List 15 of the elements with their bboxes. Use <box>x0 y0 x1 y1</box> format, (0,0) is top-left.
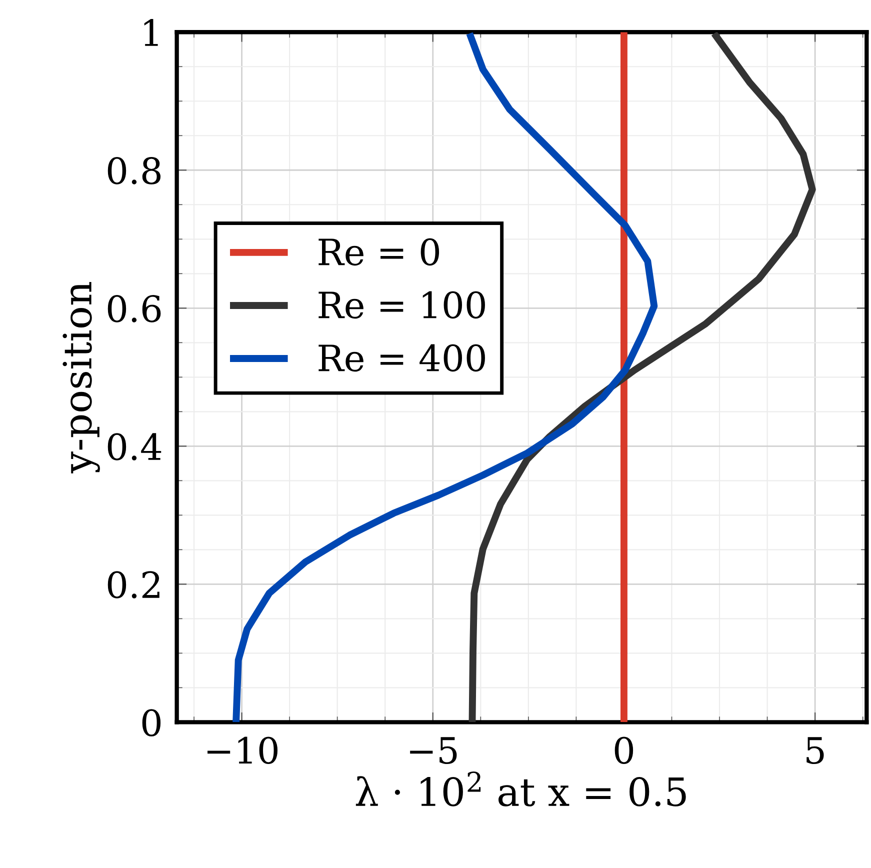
y-tick-label: 0.8 <box>108 157 160 184</box>
y-tick-label: 0 <box>142 709 161 736</box>
y-tick-label: 1 <box>144 19 158 46</box>
y-tick-label: 0.2 <box>108 571 160 598</box>
legend-label: Re = 400 <box>318 344 485 372</box>
y-tick-label: 0.4 <box>108 433 162 460</box>
y-axis-title: y-position <box>62 282 100 474</box>
x-tick-label: −10 <box>208 736 278 764</box>
x-axis-title: λ · 10$^{2}$ at x = 0.5 <box>356 772 686 806</box>
legend-label: Re = 100 <box>318 291 485 319</box>
y-tick-label: 0.6 <box>108 295 161 322</box>
x-tick-label: −5 <box>410 737 457 764</box>
legend-label: Re = 0 <box>318 238 440 266</box>
x-tick-label: 0 <box>614 736 634 764</box>
x-tick-label: 5 <box>806 737 824 764</box>
